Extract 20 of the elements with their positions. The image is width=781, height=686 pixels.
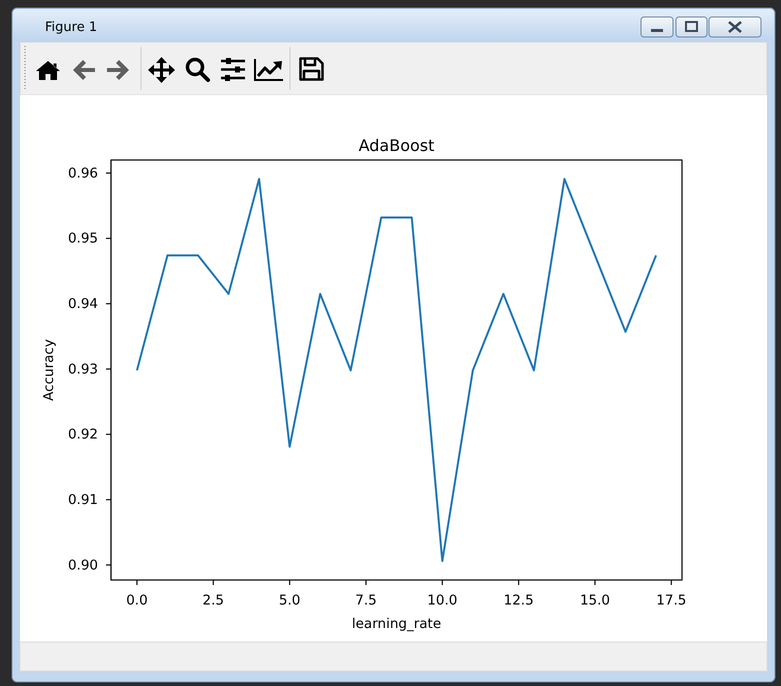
y-tick-label: 0.90 — [68, 557, 98, 574]
chart-title: AdaBoost — [358, 136, 434, 155]
x-tick-label: 10.0 — [427, 592, 458, 609]
y-tick-label: 0.94 — [68, 296, 98, 312]
y-tick-label: 0.92 — [68, 426, 98, 443]
x-tick-label: 0.0 — [126, 592, 148, 609]
y-tick-label: 0.93 — [68, 361, 98, 378]
line-series — [136, 178, 658, 562]
x-tick-label: 7.5 — [355, 592, 377, 609]
x-tick-label: 5.0 — [278, 592, 300, 609]
caption: Figure 1 — [45, 20, 98, 35]
x-tick-label: 2.5 — [202, 592, 224, 609]
x-axis-title: learning_rate — [352, 616, 442, 632]
y-tick-label: 0.91 — [68, 492, 98, 508]
x-tick-label: 12.5 — [504, 592, 534, 609]
y-axis-title: Accuracy — [41, 339, 57, 401]
x-tick-label: 17.5 — [656, 592, 686, 609]
x-tick-label: 15.0 — [580, 592, 610, 609]
y-tick-label: 0.96 — [68, 165, 98, 182]
y-tick-label: 0.95 — [68, 230, 98, 247]
